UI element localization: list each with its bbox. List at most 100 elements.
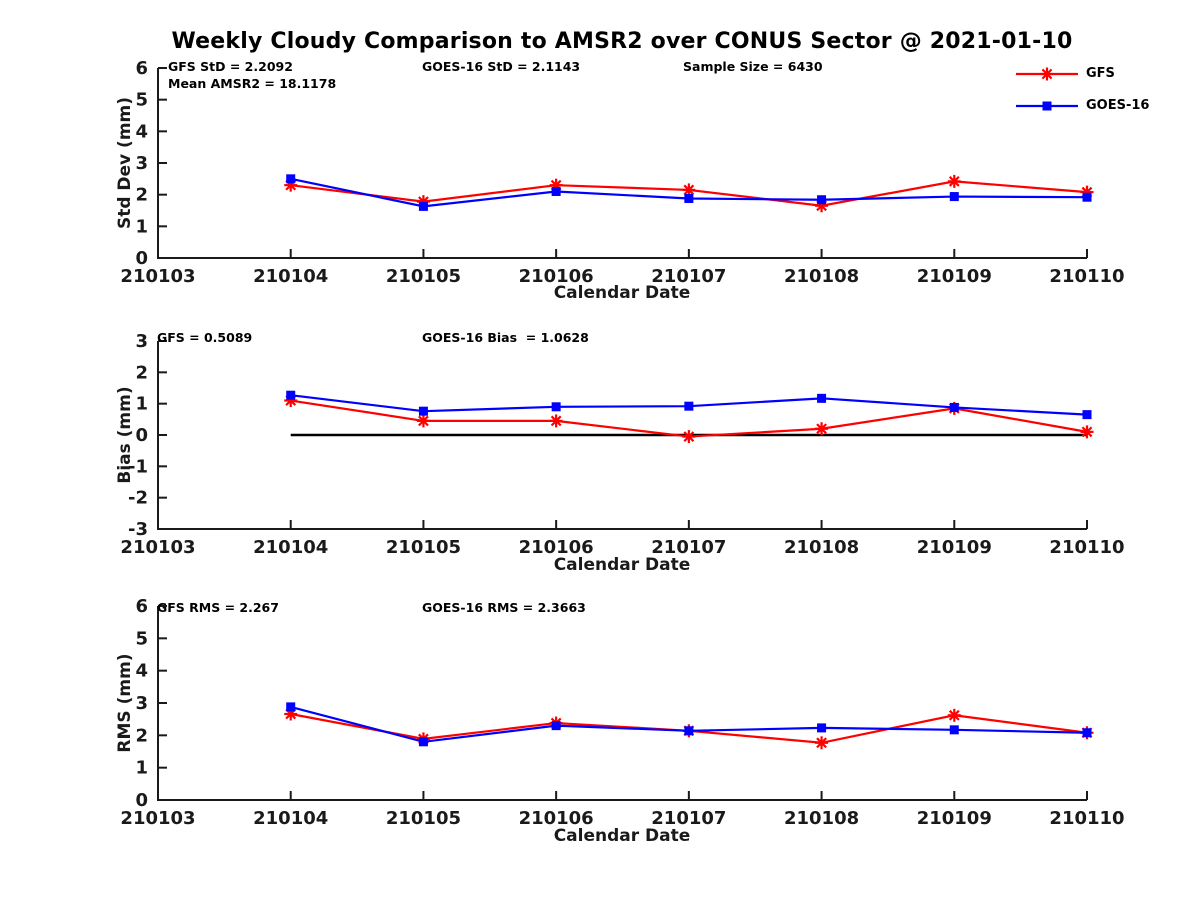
square-marker bbox=[286, 390, 296, 400]
square-marker bbox=[551, 187, 561, 196]
svg-text:-2: -2 bbox=[128, 488, 148, 509]
annotation-mean-amsr2: Mean AMSR2 = 18.1178 bbox=[168, 76, 337, 91]
svg-text:210106: 210106 bbox=[519, 808, 594, 829]
svg-text:-1: -1 bbox=[128, 456, 148, 477]
svg-text:210107: 210107 bbox=[651, 537, 726, 558]
annotation-goes16-rms: GOES-16 RMS = 2.3663 bbox=[422, 600, 586, 615]
xlabel-calendar-date-1: Calendar Date bbox=[553, 283, 691, 303]
svg-text:210105: 210105 bbox=[386, 537, 461, 558]
square-marker bbox=[949, 192, 959, 202]
asterisk-marker bbox=[416, 414, 430, 428]
svg-text:4: 4 bbox=[135, 121, 148, 142]
svg-text:210110: 210110 bbox=[1049, 266, 1124, 287]
svg-text:210104: 210104 bbox=[253, 808, 328, 829]
ylabel-bias: Bias (mm) bbox=[115, 386, 135, 484]
square-marker bbox=[949, 725, 959, 735]
square-marker bbox=[817, 393, 827, 403]
asterisk-marker bbox=[549, 414, 563, 428]
svg-text:210104: 210104 bbox=[253, 266, 328, 287]
square-marker bbox=[1042, 101, 1052, 111]
square-marker bbox=[817, 195, 827, 205]
square-marker bbox=[1082, 728, 1092, 738]
svg-text:210107: 210107 bbox=[651, 808, 726, 829]
subplot-1: 0 1 2 3 4 5 6 210103 210104 210105 210106 210107 210… bbox=[120, 58, 1124, 287]
square-marker bbox=[1082, 410, 1092, 420]
svg-text:210109: 210109 bbox=[917, 266, 992, 287]
svg-text:210103: 210103 bbox=[120, 537, 195, 558]
svg-text:6: 6 bbox=[135, 596, 148, 617]
svg-text:1: 1 bbox=[135, 758, 148, 779]
svg-text:3: 3 bbox=[135, 693, 148, 714]
svg-text:210107: 210107 bbox=[651, 266, 726, 287]
square-marker bbox=[684, 726, 694, 736]
svg-text:210108: 210108 bbox=[784, 537, 859, 558]
svg-text:210110: 210110 bbox=[1049, 537, 1124, 558]
square-marker bbox=[817, 723, 827, 733]
svg-text:210106: 210106 bbox=[519, 537, 594, 558]
square-marker bbox=[418, 406, 428, 416]
svg-text:210109: 210109 bbox=[917, 537, 992, 558]
svg-text:210110: 210110 bbox=[1049, 808, 1124, 829]
annotation-sample-size: Sample Size = 6430 bbox=[683, 59, 823, 74]
square-marker bbox=[551, 721, 561, 731]
axis bbox=[157, 68, 1087, 259]
svg-text:1: 1 bbox=[135, 394, 148, 415]
svg-text:210105: 210105 bbox=[386, 808, 461, 829]
asterisk-marker bbox=[815, 422, 829, 436]
annotation-goes16-std: GOES-16 StD = 2.1143 bbox=[422, 59, 581, 74]
asterisk-marker bbox=[1040, 67, 1054, 81]
svg-text:5: 5 bbox=[135, 90, 148, 111]
square-marker bbox=[286, 174, 296, 184]
square-marker bbox=[286, 702, 296, 712]
annotation-goes16-bias: GOES-16 Bias = 1.0628 bbox=[422, 330, 589, 345]
svg-text:210108: 210108 bbox=[784, 266, 859, 287]
axis bbox=[157, 606, 1087, 801]
svg-text:3: 3 bbox=[135, 331, 148, 352]
svg-text:4: 4 bbox=[135, 661, 148, 682]
square-marker bbox=[418, 737, 428, 747]
annotation-gfs-std: GFS StD = 2.2092 bbox=[168, 59, 293, 74]
asterisk-marker bbox=[947, 708, 961, 722]
annotation-gfs-bias: GFS = 0.5089 bbox=[157, 330, 253, 345]
svg-text:210108: 210108 bbox=[784, 808, 859, 829]
svg-text:1: 1 bbox=[135, 216, 148, 237]
svg-text:210103: 210103 bbox=[120, 266, 195, 287]
asterisk-marker bbox=[815, 736, 829, 750]
subplot-2: -3 -2 -1 0 1 2 3 210103 210104 210105 210106 210107… bbox=[120, 331, 1124, 558]
svg-text:6: 6 bbox=[135, 58, 148, 79]
svg-text:0: 0 bbox=[135, 790, 148, 811]
asterisk-marker bbox=[682, 430, 696, 444]
svg-text:5: 5 bbox=[135, 628, 148, 649]
annotation-gfs-rms: GFS RMS = 2.267 bbox=[157, 600, 279, 615]
svg-text:-3: -3 bbox=[128, 519, 148, 540]
xlabel-calendar-date-2: Calendar Date bbox=[553, 555, 691, 575]
ylabel-std-dev: Std Dev (mm) bbox=[115, 96, 135, 230]
legend-label-goes16: GOES-16 bbox=[1086, 98, 1150, 113]
square-marker bbox=[418, 201, 428, 211]
svg-text:210106: 210106 bbox=[519, 266, 594, 287]
svg-text:210109: 210109 bbox=[917, 808, 992, 829]
square-marker bbox=[1082, 192, 1092, 202]
square-marker bbox=[949, 402, 959, 412]
svg-text:2: 2 bbox=[135, 185, 148, 206]
square-marker bbox=[551, 402, 561, 412]
svg-text:210103: 210103 bbox=[120, 808, 195, 829]
asterisk-marker bbox=[947, 174, 961, 188]
square-marker bbox=[684, 193, 694, 203]
svg-text:2: 2 bbox=[135, 362, 148, 383]
ylabel-rms: RMS (mm) bbox=[115, 653, 135, 753]
svg-text:2: 2 bbox=[135, 725, 148, 746]
subplot-3: 0 1 2 3 4 5 6 210103 210104 210105 210106 210107 210… bbox=[120, 596, 1124, 829]
square-marker bbox=[684, 401, 694, 411]
svg-text:0: 0 bbox=[135, 425, 148, 446]
svg-text:0: 0 bbox=[135, 248, 148, 269]
svg-text:3: 3 bbox=[135, 153, 148, 174]
figure-title: Weekly Cloudy Comparison to AMSR2 over C… bbox=[171, 29, 1073, 54]
svg-text:210104: 210104 bbox=[253, 537, 328, 558]
legend-label-gfs: GFS bbox=[1086, 66, 1115, 81]
xlabel-calendar-date-3: Calendar Date bbox=[553, 826, 691, 846]
svg-text:210105: 210105 bbox=[386, 266, 461, 287]
asterisk-marker bbox=[1080, 425, 1094, 439]
